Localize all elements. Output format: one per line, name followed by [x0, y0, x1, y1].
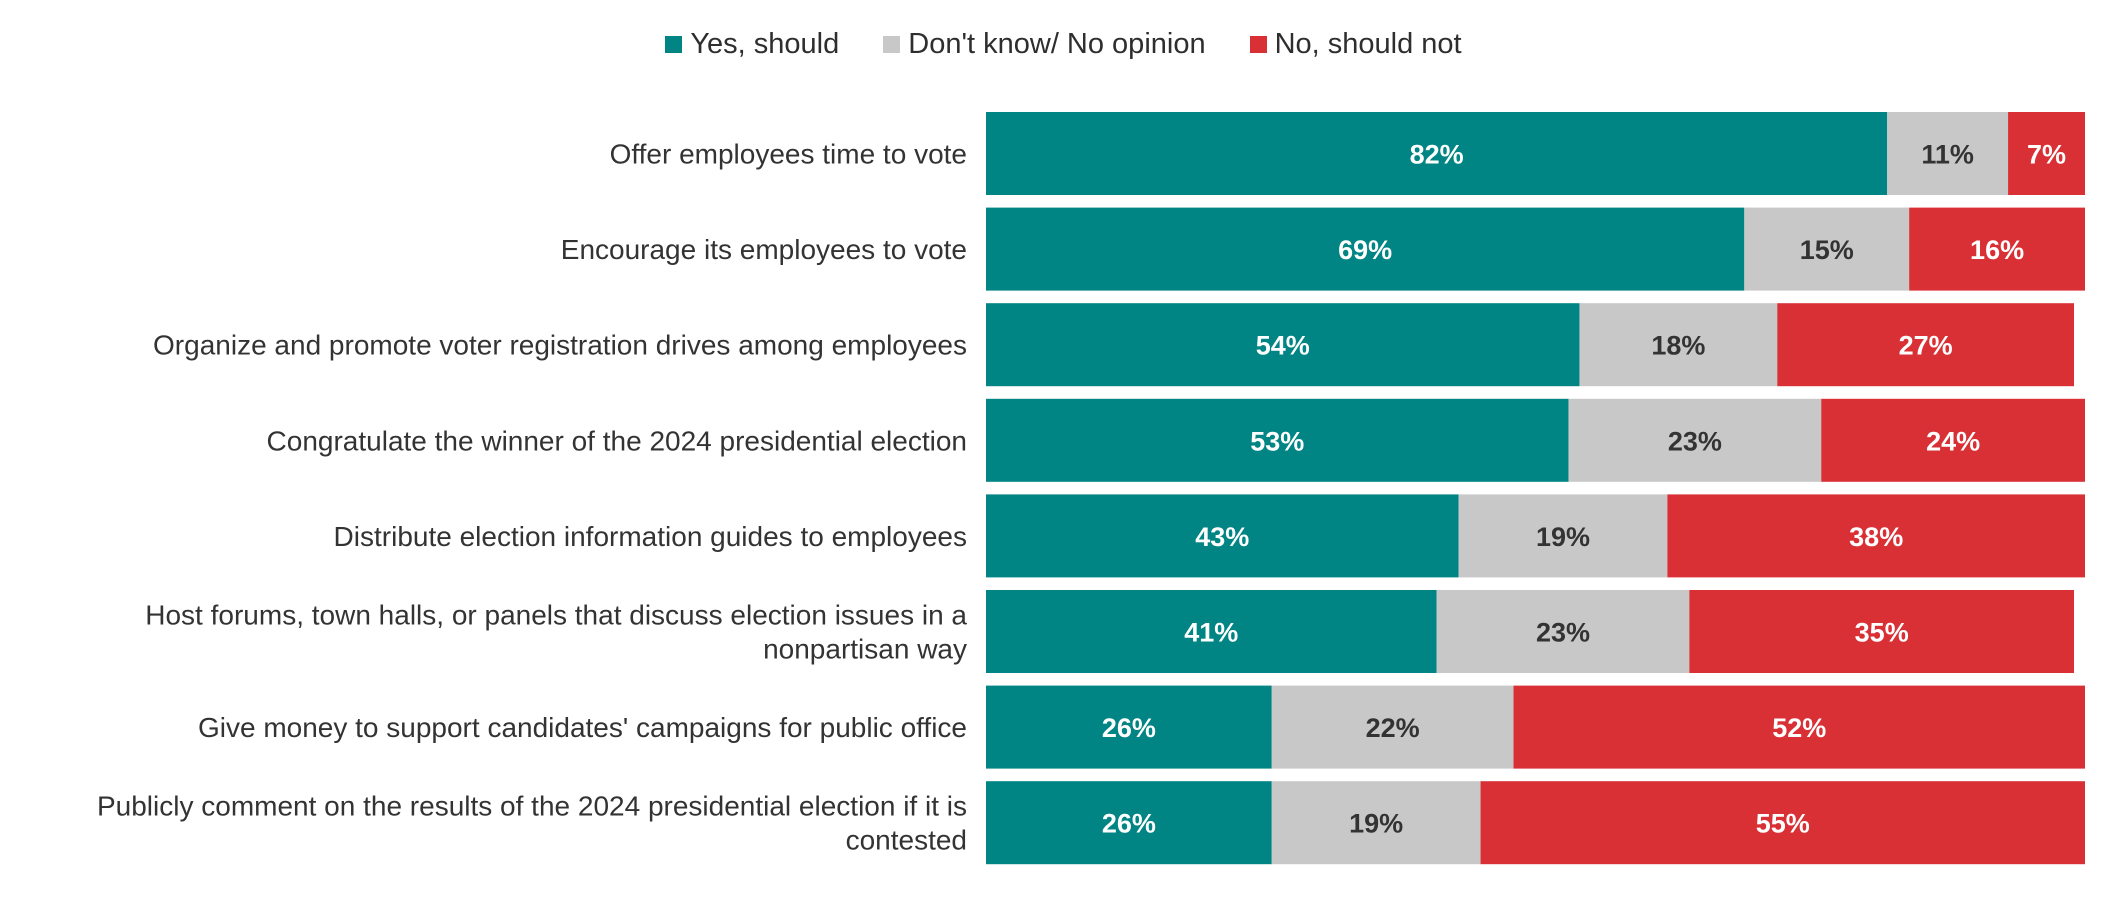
category-label: Publicly comment on the results of the 2… — [97, 791, 967, 856]
bar-segment — [2008, 112, 2085, 195]
legend-label: Yes, should — [690, 27, 840, 60]
legend-swatch — [665, 35, 683, 53]
bar-segment — [1480, 781, 2085, 865]
bar-value-label: 38% — [1849, 522, 1903, 552]
bar-value-label: 41% — [1184, 618, 1238, 648]
bar-segment — [1821, 398, 2085, 482]
bar-value-label: 53% — [1250, 426, 1304, 456]
bar-segment — [986, 112, 1888, 195]
category-label-line: Offer employees time to vote — [610, 139, 967, 170]
bar-segment — [1436, 590, 1690, 673]
chart-legend: Yes, should Don't know/ No opinion No, sho… — [0, 24, 2127, 64]
category-label-line: Host forums, town halls, or panels that … — [145, 600, 967, 631]
bar-segment — [1887, 112, 2009, 195]
bar-segment — [1271, 781, 1481, 865]
bar-segment — [986, 303, 1580, 387]
legend-swatch — [883, 35, 901, 53]
category-label: Host forums, town halls, or panels that … — [145, 600, 967, 665]
bar-value-label: 11% — [1921, 140, 1974, 170]
bar-segment — [986, 590, 1437, 673]
bar-segment — [1689, 590, 2075, 673]
bar-segment — [1271, 685, 1514, 769]
category-label: Encourage its employees to vote — [561, 234, 967, 265]
category-label: Congratulate the winner of the 2024 pres… — [267, 425, 967, 456]
bar-segment — [1458, 494, 1668, 578]
bar-segment — [1744, 207, 1910, 291]
bar-value-label: 27% — [1899, 331, 1953, 361]
bar-segment — [1667, 494, 2085, 578]
bar-value-label: 26% — [1102, 713, 1156, 743]
category-label-line: Distribute election information guides t… — [334, 521, 967, 552]
category-label: Distribute election information guides t… — [334, 521, 967, 552]
category-label-line: Encourage its employees to vote — [561, 234, 967, 265]
bar-value-label: 23% — [1536, 618, 1590, 648]
bar-value-label: 22% — [1366, 713, 1420, 743]
bar-value-label: 43% — [1195, 522, 1249, 552]
bar-segment — [986, 685, 1272, 769]
bar-value-label: 69% — [1338, 235, 1392, 265]
bar-value-label: 15% — [1800, 235, 1854, 265]
bar-segment — [986, 207, 1745, 291]
category-label-line: nonpartisan way — [763, 634, 967, 665]
bar-value-label: 54% — [1256, 331, 1310, 361]
category-label: Offer employees time to vote — [610, 139, 967, 170]
legend-label: Don't know/ No opinion — [908, 27, 1206, 60]
bar-value-label: 35% — [1855, 618, 1909, 648]
bar-segment — [986, 398, 1569, 482]
category-label-line: Organize and promote voter registration … — [153, 330, 967, 361]
category-label: Give money to support candidates' campai… — [198, 712, 967, 743]
category-label-line: Publicly comment on the results of the 2… — [97, 791, 967, 822]
bar-value-label: 82% — [1410, 140, 1464, 170]
bar-value-label: 7% — [2027, 140, 2066, 170]
legend-label: No, should not — [1274, 27, 1462, 60]
category-label-line: contested — [846, 825, 967, 856]
legend-swatch — [1249, 35, 1267, 53]
bar-segment — [986, 781, 1272, 865]
bar-segment — [1568, 398, 1822, 482]
legend-item: No, should not — [1249, 27, 1462, 61]
category-label-line: Give money to support candidates' campai… — [198, 712, 967, 743]
bar-segment — [1579, 303, 1778, 387]
category-label: Organize and promote voter registration … — [153, 330, 967, 361]
legend-item: Yes, should — [665, 28, 839, 61]
bar-value-label: 16% — [1970, 235, 2024, 265]
bar-value-label: 24% — [1926, 426, 1980, 456]
bar-value-label: 55% — [1756, 809, 1810, 839]
bar-value-label: 52% — [1772, 713, 1826, 743]
bar-value-label: 19% — [1536, 522, 1590, 552]
category-label-line: Congratulate the winner of the 2024 pres… — [267, 425, 967, 456]
bar-segment — [1777, 303, 2075, 387]
bar-value-label: 26% — [1102, 809, 1156, 839]
bar-segment — [1513, 685, 2085, 769]
legend-item: Don't know/ No opinion — [883, 27, 1206, 61]
bar-value-label: 23% — [1668, 426, 1722, 456]
bar-segment — [1909, 207, 2085, 291]
bar-segment — [986, 494, 1459, 578]
bar-value-label: 19% — [1349, 809, 1403, 839]
bar-value-label: 18% — [1651, 331, 1705, 361]
